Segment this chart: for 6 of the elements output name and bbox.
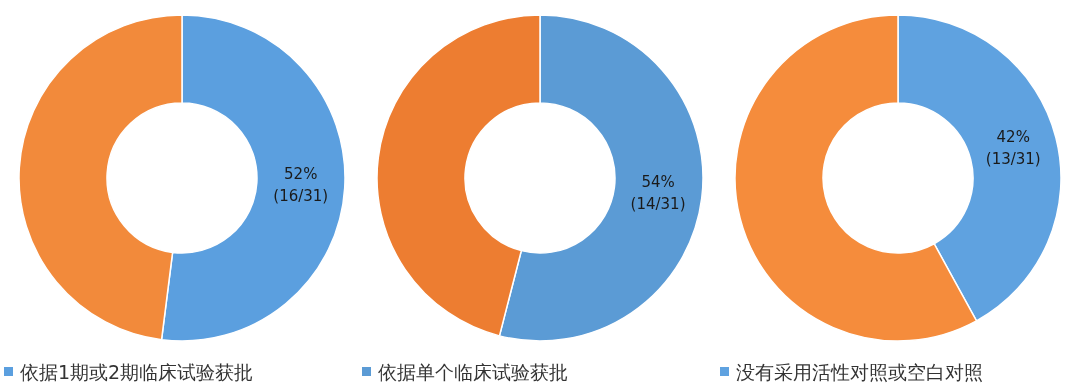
data-label: 42% (13/31) — [985, 128, 1041, 169]
legend-label: 依据单个临床试验获批 — [378, 361, 568, 383]
data-label: 52% (16/31) — [273, 165, 329, 206]
legend-label: 依据1期或2期临床试验获批 — [20, 361, 254, 383]
legend-label: 没有采用活性对照或空白对照 — [736, 361, 983, 383]
data-label: 54% (14/31) — [630, 172, 686, 213]
